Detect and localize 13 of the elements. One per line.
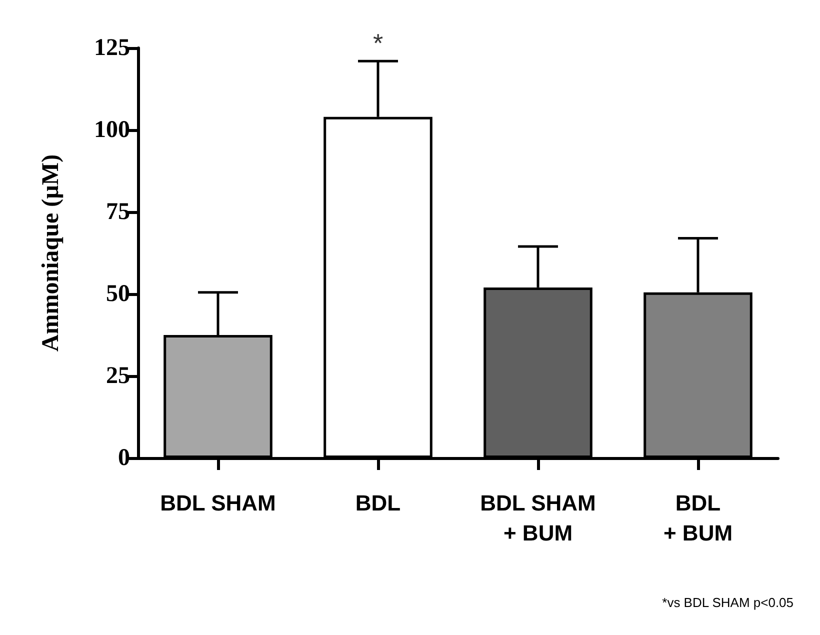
y-tick-label: 100 [94,117,130,143]
y-tick-label: 50 [106,281,130,307]
y-tick-label: 75 [106,199,130,225]
text: *vs BDL SHAM p<0.05 [662,595,794,610]
x-tick-label: BDL SHAM [160,490,276,516]
x-tick-label: BDL SHAM + BUM [480,490,596,546]
annotation: * [372,28,384,58]
y-tick-label: 25 [106,363,130,389]
x-tick-label: BDL [355,490,401,516]
y-axis-title: Ammoniaque (µM) [38,154,64,352]
y-tick-label: 125 [94,35,130,61]
y-tick-label: 0 [118,445,130,471]
x-tick-label: BDL + BUM [663,490,733,546]
